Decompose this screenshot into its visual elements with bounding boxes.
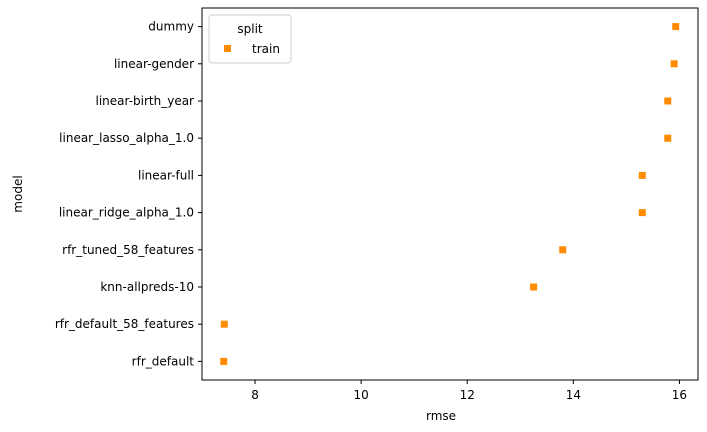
legend-marker-train (224, 45, 231, 52)
x-tick-label: 14 (566, 388, 581, 402)
legend: split train (208, 14, 292, 64)
y-tick-label: rfr_default_58_features (55, 317, 194, 331)
plot-area (202, 8, 698, 380)
y-tick-label: linear-full (138, 168, 194, 182)
x-axis-title: rmse (426, 409, 456, 423)
y-axis-title: model (11, 175, 25, 212)
data-point-train (220, 357, 228, 365)
y-tick-label: knn-allpreds-10 (100, 280, 194, 294)
data-point-train (638, 209, 646, 217)
data-point-train (559, 246, 567, 254)
data-point-train (638, 171, 646, 179)
legend-label-train: train (252, 42, 280, 56)
data-point-train (220, 320, 228, 328)
y-tick-label: linear_ridge_alpha_1.0 (59, 206, 194, 220)
y-tick-label: linear_lasso_alpha_1.0 (59, 131, 194, 145)
plot-frame (201, 7, 699, 381)
data-point-train (670, 60, 678, 68)
y-tick-label: linear-gender (114, 57, 194, 71)
x-axis: 8 10 12 14 16 (251, 380, 687, 402)
data-point-train (672, 23, 680, 31)
data-point-train (530, 283, 538, 291)
x-tick-label: 12 (460, 388, 475, 402)
x-tick-label: 16 (672, 388, 687, 402)
y-axis: dummy linear-gender linear-birth_yearlinea… (55, 20, 202, 368)
data-points (220, 23, 680, 365)
x-tick-label: 10 (354, 388, 369, 402)
x-tick-label: 8 (251, 388, 259, 402)
y-tick-label: rfr_tuned_58_features (62, 243, 194, 257)
legend-title: split (237, 22, 263, 36)
data-point-train (664, 97, 672, 105)
y-tick-label: linear-birth_year (96, 94, 195, 108)
data-point-train (664, 134, 672, 142)
y-tick-label: rfr_default (132, 354, 195, 368)
y-tick-label: dummy (148, 20, 194, 34)
